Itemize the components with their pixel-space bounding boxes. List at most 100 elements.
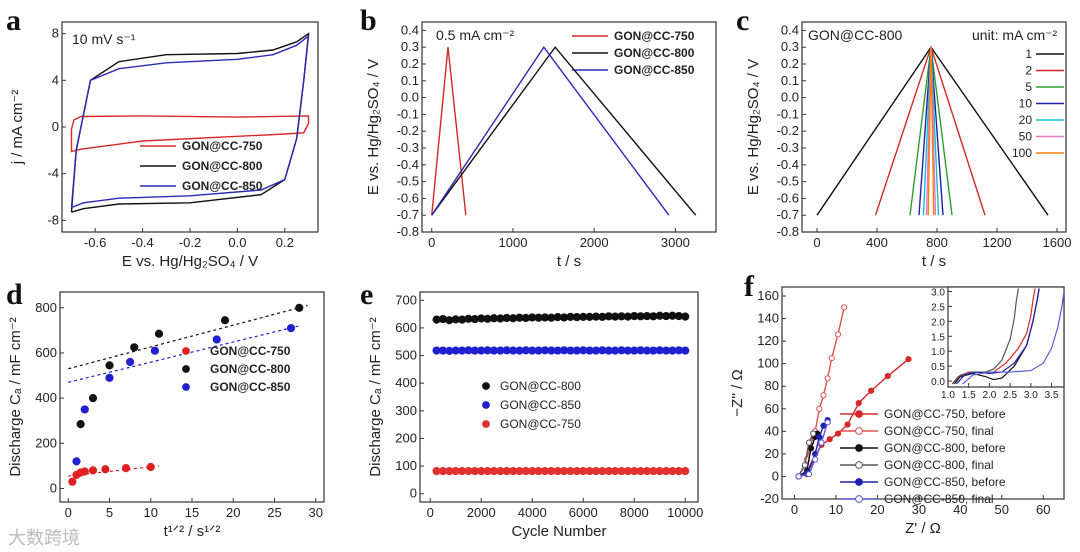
series-gon-cc-800 — [431, 46, 697, 216]
data-point — [101, 465, 110, 474]
y-tick-label: 2.5 — [931, 302, 945, 313]
data-point — [154, 329, 164, 338]
y-tick-label: 20 — [765, 446, 779, 461]
y-tick-label: 0 — [410, 486, 417, 501]
series-line — [431, 47, 467, 216]
y-tick-label: -0.6 — [397, 190, 419, 205]
x-tick-label: 10 — [829, 502, 843, 517]
y-tick-label: 40 — [765, 423, 779, 438]
legend-label: 20 — [1019, 113, 1033, 127]
data-point — [121, 464, 131, 473]
y-tick-label: 0.4 — [401, 22, 419, 37]
y-tick-label: -0.6 — [777, 190, 799, 205]
y-tick-label: 60 — [765, 401, 779, 416]
x-tick-label: 6000 — [569, 505, 598, 520]
legend-marker — [182, 383, 190, 391]
series-line — [70, 115, 310, 153]
y-axis-title: E vs. Hg/Hg₂SO₄ / V — [365, 59, 382, 195]
y-tick-label: -0.8 — [397, 224, 419, 239]
data-point — [126, 357, 135, 367]
panel-letter: a — [6, 4, 21, 37]
y-axis-title: Discharge Cₐ / mF cm⁻² — [7, 317, 24, 476]
y-tick-label: 0.0 — [401, 90, 419, 105]
plot-frame — [59, 291, 325, 503]
legend-marker — [855, 427, 863, 435]
data-point — [146, 462, 155, 472]
legend-label: GON@CC-750 — [210, 344, 291, 358]
y-tick-label: 0.0 — [781, 90, 799, 105]
x-tick-label: 15 — [185, 505, 199, 520]
data-point — [76, 419, 85, 429]
x-tick-label: 0 — [428, 235, 435, 250]
x-tick-label: 0.0 — [228, 235, 246, 250]
data-point — [824, 375, 831, 382]
x-tick-label: 0 — [791, 502, 798, 517]
y-tick-label: 2.0 — [931, 317, 945, 328]
data-point — [212, 335, 221, 344]
y-tick-label: -0.5 — [397, 174, 419, 189]
y-tick-label: 0.3 — [401, 39, 419, 54]
y-tick-label: 0.0 — [931, 377, 945, 388]
data-point — [795, 473, 802, 480]
x-axis-title: t / s — [922, 253, 946, 270]
y-tick-label: 0 — [52, 119, 59, 134]
data-point — [801, 462, 808, 469]
chart-panel-d: 0 5 10 15 20 25 30 0 200 400 600 800 d t¹ᐟ² / s¹ᐟ² Dis… — [6, 278, 325, 540]
series-line — [927, 47, 935, 216]
series-line — [431, 45, 670, 216]
y-tick-label: -0.2 — [397, 123, 419, 138]
y-tick-label: -0.3 — [777, 140, 799, 155]
annotation-unit: unit: mA cm⁻² — [972, 27, 1058, 43]
panel-letter: b — [360, 4, 377, 37]
data-point — [80, 405, 89, 414]
legend-label: GON@CC-850, before — [884, 475, 1006, 489]
y-tick-label: -0.7 — [777, 207, 799, 222]
panel-letter: e — [360, 278, 373, 311]
x-tick-label: 1.5 — [962, 390, 976, 401]
x-tick-label: 800 — [926, 235, 948, 250]
x-tick-label: 2000 — [580, 235, 609, 250]
x-tick-label: 3000 — [661, 235, 690, 250]
series-line — [951, 288, 1020, 385]
series-gon-cc-750-final — [795, 304, 848, 480]
legend-marker — [482, 401, 490, 409]
series-line — [797, 307, 845, 477]
chart-panel-f-inset: 1.0 1.5 2.0 2.5 3.0 3.5 0.0 0.5 1.0 1.5 2.0 2.5 3.0 — [931, 286, 1065, 401]
x-axis-title: t¹ᐟ² / s¹ᐟ² — [164, 523, 221, 540]
y-tick-label: 0.2 — [401, 56, 419, 71]
legend-label: GON@CC-750 — [614, 29, 695, 43]
y-tick-label: 0 — [772, 468, 779, 483]
x-tick-label: 8000 — [620, 505, 649, 520]
panel-letter: d — [6, 278, 23, 311]
chart-panel-c: 0 400 800 1200 1600 -0.8 -0.7 -0.6-0.5 -0.4 -0.3 -… — [736, 4, 1071, 270]
x-tick-label: 2.5 — [1003, 390, 1017, 401]
y-tick-label: -0.8 — [777, 224, 799, 239]
series-line — [70, 34, 310, 209]
y-tick-label: 0 — [50, 480, 57, 495]
legend-marker — [182, 365, 190, 373]
y-tick-label: -0.1 — [777, 106, 799, 121]
data-point — [816, 405, 823, 412]
series-gon-cc-850-final — [795, 419, 831, 480]
data-point — [72, 457, 81, 466]
x-tick-label: 25 — [267, 505, 281, 520]
data-point — [295, 303, 304, 312]
y-tick-label: 140 — [757, 311, 779, 326]
annotation: GON@CC-800 — [808, 27, 903, 43]
legend-label: GON@CC-800 — [210, 362, 291, 376]
x-tick-label: 1000 — [499, 235, 528, 250]
x-tick-label: 400 — [866, 235, 888, 250]
y-tick-label: 200 — [35, 435, 57, 450]
series-gon-cc-800-final — [951, 288, 1020, 385]
fit-line — [68, 304, 308, 370]
series-gon-cc-750 — [432, 466, 690, 476]
y-tick-label: 700 — [395, 292, 417, 307]
y-axis-title: −Z'' / Ω — [729, 369, 746, 416]
series-gon-cc-850-final — [962, 291, 1065, 385]
y-tick-label: 8 — [52, 26, 59, 41]
legend-label: 100 — [1012, 146, 1032, 160]
legend-label: GON@CC-750, final — [884, 424, 994, 438]
legend-label: GON@CC-850 — [614, 63, 695, 77]
data-point — [816, 433, 823, 441]
series-gon-cc-800 — [76, 303, 304, 429]
